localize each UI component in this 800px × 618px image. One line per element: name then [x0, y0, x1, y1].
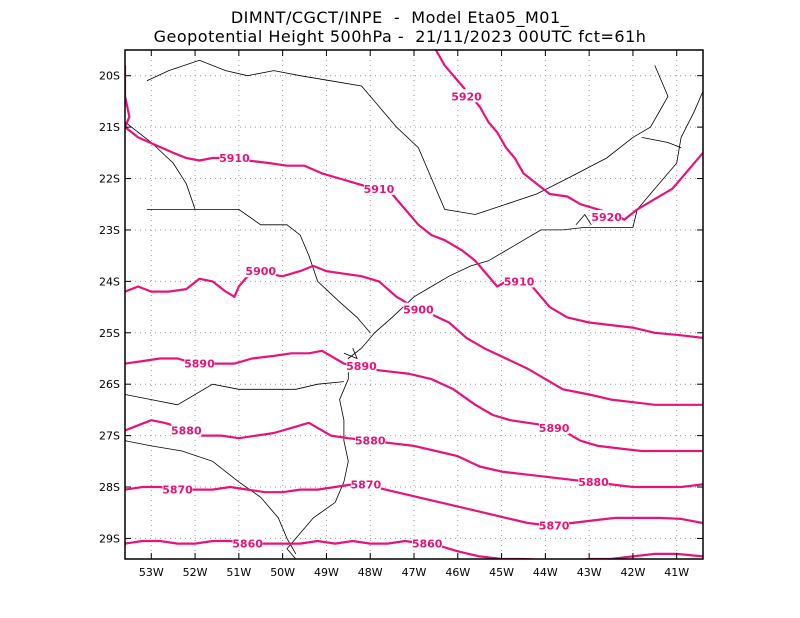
boundary-line	[125, 440, 297, 555]
lon-tick-label: 50W	[270, 566, 295, 579]
boundary-line	[575, 213, 592, 226]
contour-label-5890: 5890	[346, 360, 377, 373]
contour-label-bg	[412, 536, 443, 550]
lon-tick-label: 49W	[314, 566, 339, 579]
lat-tick-label: 22S	[99, 173, 120, 186]
lat-tick-label: 27S	[99, 430, 120, 443]
contour-label-bg	[363, 181, 394, 195]
boundary-line	[641, 137, 682, 149]
lon-tick-label: 44W	[533, 566, 558, 579]
lat-tick-label: 26S	[99, 378, 120, 391]
contour-label-5910: 5910	[364, 183, 395, 196]
boundary-line	[125, 381, 344, 406]
lat-tick-label: 25S	[99, 327, 120, 340]
lon-tick-label: 51W	[226, 566, 251, 579]
contour-label-bg	[355, 433, 386, 447]
contour-label-bg	[539, 518, 570, 532]
lat-tick-label: 29S	[99, 532, 120, 545]
lon-tick-label: 52W	[183, 566, 208, 579]
contour-label-bg	[346, 359, 377, 373]
contour-label-5910: 5910	[504, 275, 535, 288]
contour-label-bg	[232, 536, 263, 550]
contour-line-5920	[125, 65, 131, 128]
contour-label-bg	[504, 274, 535, 288]
lon-tick-label: 45W	[489, 566, 514, 579]
contour-label-5920: 5920	[451, 90, 482, 103]
contour-label-bg	[403, 302, 434, 316]
contour-label-5880: 5880	[171, 424, 202, 437]
contour-label-5900: 5900	[245, 265, 276, 278]
contour-label-5870: 5870	[162, 484, 193, 497]
contour-label-5900: 5900	[403, 304, 434, 317]
contour-line-5870	[125, 483, 703, 527]
contour-line-5910	[125, 126, 703, 339]
contour-label-bg	[184, 356, 215, 370]
contour-label-bg	[578, 474, 609, 488]
boundary-line	[125, 121, 196, 210]
contour-label-5920: 5920	[591, 211, 622, 224]
contour-label-bg	[219, 150, 250, 164]
boundary-line	[146, 209, 371, 334]
lat-tick-label: 23S	[99, 224, 120, 237]
lat-tick-label: 28S	[99, 481, 120, 494]
lon-tick-label: 42W	[621, 566, 646, 579]
lon-tick-label: 48W	[358, 566, 383, 579]
contour-label-5890: 5890	[539, 422, 570, 435]
lat-tick-label: 24S	[99, 275, 120, 288]
contour-label-5870: 5870	[539, 520, 570, 533]
contour-line-5860	[125, 539, 703, 559]
chart-title-line-2: Geopotential Height 500hPa - 21/11/2023 …	[153, 27, 647, 46]
lon-tick-label: 47W	[402, 566, 427, 579]
contour-label-bg	[539, 420, 570, 434]
contour-label-5860: 5860	[412, 538, 443, 551]
contour-label-bg	[171, 423, 202, 437]
contour-label-5860: 5860	[232, 538, 263, 551]
boundary-line	[146, 59, 669, 215]
lat-tick-label: 20S	[99, 70, 120, 83]
contour-label-bg	[162, 482, 193, 496]
boundary-line	[286, 90, 703, 559]
boundary-line	[343, 348, 358, 360]
contour-label-bg	[591, 210, 622, 224]
lon-tick-label: 53W	[139, 566, 164, 579]
contour-label-5880: 5880	[578, 476, 609, 489]
contour-label-5880: 5880	[355, 435, 386, 448]
contour-label-bg	[245, 264, 276, 278]
axis-ticks: 53W 52W 51W 50W 49W 48W 47W 46W 45W 44W 43W 42W 41W 2…	[99, 50, 703, 579]
contour-label-5890: 5890	[184, 358, 215, 371]
lon-tick-label: 46W	[445, 566, 470, 579]
contour-label-bg	[451, 89, 482, 103]
contour-line-5900	[125, 264, 703, 406]
contour-label-5910: 5910	[219, 152, 250, 165]
contour-label-bg	[350, 477, 381, 491]
coastline-and-borders	[125, 59, 703, 559]
chart-title-line-1: DIMNT/CGCT/INPE - Model Eta05_M01_	[230, 8, 570, 27]
lon-tick-label: 43W	[577, 566, 602, 579]
lat-tick-label: 21S	[99, 121, 120, 134]
contour-label-5870: 5870	[351, 478, 382, 491]
lon-tick-label: 41W	[664, 566, 689, 579]
contour-labels: 5920 5920 5910 5910 5910 5900 5900 5890 5890 5890…	[162, 89, 622, 551]
